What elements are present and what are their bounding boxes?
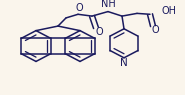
Text: O: O (95, 27, 103, 37)
Text: OH: OH (162, 6, 177, 16)
Text: NH: NH (101, 0, 115, 9)
Text: N: N (120, 58, 128, 68)
Text: O: O (151, 25, 159, 35)
Text: O: O (75, 3, 83, 13)
